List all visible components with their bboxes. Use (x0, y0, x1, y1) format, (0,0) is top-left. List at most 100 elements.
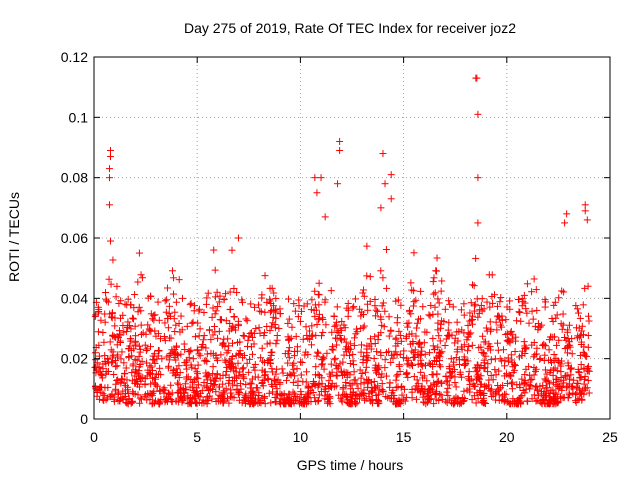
data-point (297, 371, 305, 379)
data-point (385, 347, 393, 355)
data-point (429, 334, 437, 342)
data-point (240, 332, 248, 340)
data-point (464, 347, 472, 355)
data-point (552, 390, 560, 398)
data-point (181, 346, 189, 354)
data-point (470, 282, 478, 290)
data-point (379, 387, 387, 395)
data-point (536, 355, 544, 363)
data-point (581, 284, 589, 292)
data-point (385, 332, 393, 340)
data-point (530, 339, 538, 347)
data-point (258, 366, 266, 374)
data-point (557, 394, 565, 402)
data-point (498, 323, 506, 331)
data-point (584, 377, 592, 385)
data-point (499, 346, 507, 354)
data-point (189, 318, 197, 326)
data-point (139, 329, 147, 337)
data-point (584, 343, 592, 351)
data-point (209, 370, 217, 378)
data-point (414, 380, 422, 388)
data-point (460, 353, 468, 361)
data-point (171, 308, 179, 316)
data-point (209, 304, 217, 312)
data-point-peak (377, 204, 385, 212)
data-point-peak (474, 219, 482, 227)
data-point (549, 333, 557, 341)
data-point (313, 321, 321, 329)
data-point (293, 393, 301, 401)
data-point (194, 319, 202, 327)
data-point (350, 368, 358, 376)
data-point (495, 367, 503, 375)
data-point (170, 274, 178, 282)
data-point (374, 397, 382, 405)
data-point (121, 300, 129, 308)
data-point (290, 359, 298, 367)
data-point (170, 290, 178, 298)
data-point (530, 275, 538, 283)
data-point (288, 323, 296, 331)
data-point (120, 379, 128, 387)
data-point (167, 381, 175, 389)
data-point (536, 354, 544, 362)
data-point (330, 356, 338, 364)
x-tick-label: 25 (602, 429, 618, 445)
data-point (111, 334, 119, 342)
data-point (400, 347, 408, 355)
data-point (217, 351, 225, 359)
data-point (564, 359, 572, 367)
data-point (264, 375, 272, 383)
data-point (494, 339, 502, 347)
data-point (414, 315, 422, 323)
data-point (523, 280, 531, 288)
data-point (580, 343, 588, 351)
data-point (126, 342, 134, 350)
data-point (141, 380, 149, 388)
data-point (413, 324, 421, 332)
data-point (275, 324, 283, 332)
data-point (374, 382, 382, 390)
data-point (397, 337, 405, 345)
data-point (450, 397, 458, 405)
data-point (344, 312, 352, 320)
y-tick-label: 0.12 (61, 49, 88, 65)
data-point (473, 295, 481, 303)
data-point (562, 384, 570, 392)
data-point (135, 303, 143, 311)
data-point (165, 334, 173, 342)
data-point (378, 321, 386, 329)
data-point (187, 361, 195, 369)
data-point (213, 356, 221, 364)
data-point (448, 367, 456, 375)
data-point (120, 359, 128, 367)
data-point (189, 355, 197, 363)
data-point (370, 354, 378, 362)
data-point (496, 298, 504, 306)
data-point (286, 397, 294, 405)
data-point (314, 290, 322, 298)
data-point (532, 397, 540, 405)
data-point (242, 381, 250, 389)
data-point (114, 390, 122, 398)
data-point (580, 390, 588, 398)
data-point (219, 340, 227, 348)
data-point (468, 396, 476, 404)
data-point (400, 354, 408, 362)
data-point (540, 340, 548, 348)
data-point (216, 292, 224, 300)
data-point-peak (105, 174, 113, 182)
data-point (574, 365, 582, 373)
data-point (197, 343, 205, 351)
data-point (350, 334, 358, 342)
data-point (108, 353, 116, 361)
data-point (379, 274, 387, 282)
data-point (475, 375, 483, 383)
data-point (433, 388, 441, 396)
data-point (578, 327, 586, 335)
data-point (349, 304, 357, 312)
data-point (304, 384, 312, 392)
data-point (243, 317, 251, 325)
data-point (319, 328, 327, 336)
